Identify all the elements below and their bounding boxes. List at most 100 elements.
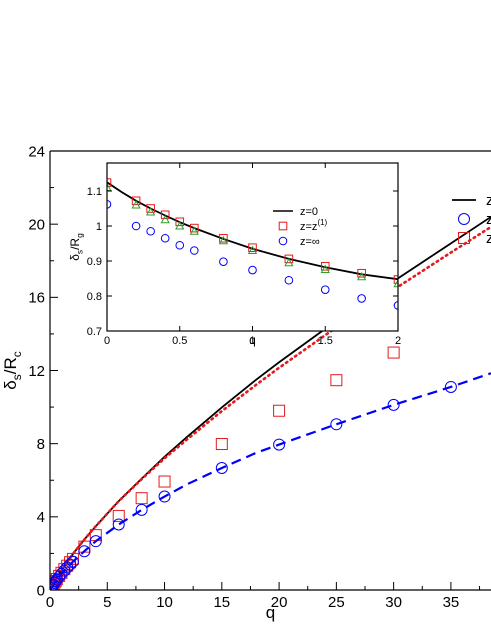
inset-series-1-point [160,210,170,220]
inset-series-3-point [160,233,170,243]
main-series-2-point [273,404,286,417]
inset-legend-label: z=∞ [300,236,320,248]
inset-series-1-point [175,217,185,227]
main-series-3-point [387,398,400,411]
inset-series-1-point [107,178,112,187]
main-legend-label: z [486,192,491,209]
inset-series-2-point [218,235,229,245]
main-y-tick-label: 12 [28,363,45,380]
main-legend: zzz [452,192,491,247]
inset-series-2-point [393,278,398,288]
main-series-2-point [158,475,171,488]
main-series-3-point [273,438,286,451]
main-legend-marker [458,232,470,244]
inset-series-3-point [219,257,228,267]
main-x-tick-label: 0 [46,594,54,611]
inset-series-3-point [393,301,398,310]
inset-series-3-point [146,226,155,236]
main-series-3-point [135,503,148,516]
main-series-4-line [50,372,491,590]
main-series-3-point [89,535,102,548]
inset-series-3-point [357,294,366,303]
main-y-tick-label: 4 [37,509,45,526]
inset-legend-marker [278,236,288,246]
inset-series-2-point [320,264,330,273]
main-series-2-point [135,492,148,505]
main-y-tick-label: 8 [37,436,45,453]
inset-series-2-point [189,226,199,235]
main-y-tick-label: 0 [37,582,45,599]
inset-series-2-point [247,245,258,255]
inset-x-tick-label: 2 [395,335,401,347]
inset-x-axis-label: q [249,333,256,347]
main-series-2-point [387,346,400,359]
inset-series-2-point [131,200,141,209]
main-y-axis-label: δs/Rc [1,351,24,389]
inset-series-2-point [356,271,367,281]
inset-series-1-point [393,275,398,284]
inset-series-1-point [190,223,199,233]
main-series-3-point [112,518,125,531]
main-x-axis-label: q [266,603,275,622]
main-legend-marker [458,213,470,225]
main-x-tick-label: 5 [103,594,111,611]
inset-y-tick-label: 0.9 [87,256,102,268]
inset-series-1-point [357,268,366,278]
inset-legend-label: z=0 [300,206,318,218]
inset-series-3-point [190,246,199,255]
inset-series-1-point [320,261,330,271]
main-series-3-point [64,558,77,571]
main-x-tick-label: 20 [271,594,288,611]
main-y-tick-label: 24 [28,143,45,160]
main-series-3-point [78,545,91,558]
inset-series-1-point [146,204,155,213]
inset-series-2-point [107,182,112,192]
inset-series-3-point [248,265,257,275]
inset-series-3-point [131,221,141,231]
inset-y-axis-label: δs/Rg [68,233,85,261]
inset-series-1-point [248,243,257,252]
inset-x-tick-label: 0.5 [172,335,187,347]
inset-x-tick-label: 1 [249,335,255,347]
inset-series-1-point [284,254,294,264]
inset-series-2-point [175,221,185,230]
inset-y-tick-label: 0.7 [87,326,102,338]
main-x-tick-label: 10 [156,594,173,611]
main-x-tick-label: 30 [385,594,402,611]
inset-x-tick-label: 0 [104,335,110,347]
inset-series-1-point [131,196,141,206]
main-y-tick-label: 20 [28,217,45,234]
inset-series-2-point [284,257,294,267]
inset-y-tick-label: 1.1 [87,186,102,198]
main-x-tick-label: 15 [213,594,230,611]
main-series-3-point [330,418,343,431]
inset-legend-marker [278,221,288,231]
main-legend-label: z [486,230,491,247]
inset-series-1-point [219,233,228,243]
main-series-3-point [66,555,79,568]
inset-plot-area [107,178,398,310]
main-legend-label: z [486,211,491,228]
inset-x-tick-label: 1.5 [318,335,333,347]
main-series-2-point [66,552,79,565]
inset-series-3-point [320,285,330,295]
main-series-2-point [112,509,125,522]
inset-series-3-point [284,275,294,285]
inset-series-3-point [175,240,185,250]
main-series-3-point [444,380,457,393]
main-y-tick-label: 16 [28,290,45,307]
main-series-2-point [330,374,343,387]
inset-y-tick-label: 1 [96,221,102,233]
inset-series-2-point [160,214,170,224]
main-series-3-point [158,490,171,503]
inset-series-2-point [146,207,156,216]
inset-y-tick-label: 0.8 [87,291,102,303]
inset-series-3-point [107,200,112,209]
main-series-2-point [215,438,228,451]
main-series-3-point [50,577,61,590]
main-x-tick-label: 25 [328,594,345,611]
main-x-tick-label: 35 [443,594,460,611]
main-series-3-point [215,461,228,474]
